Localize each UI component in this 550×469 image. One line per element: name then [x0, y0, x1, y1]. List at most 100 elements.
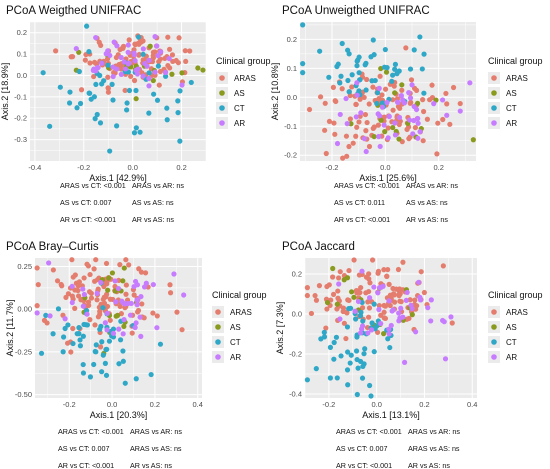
legend-marker-ar: [215, 354, 221, 360]
legend-title: Clinical group: [216, 56, 271, 66]
point-aras: [150, 310, 156, 316]
point-aras: [58, 281, 64, 288]
x-tick-label: 0.2: [433, 163, 443, 172]
point-ct: [370, 37, 376, 43]
point-aras: [72, 287, 78, 293]
point-ct: [396, 68, 402, 74]
point-ct: [317, 48, 323, 54]
point-as: [147, 43, 153, 49]
point-ar: [467, 80, 473, 86]
point-aras: [97, 344, 104, 350]
point-aras: [435, 120, 441, 126]
point-ct: [60, 349, 66, 355]
point-ct: [91, 94, 97, 100]
point-aras: [363, 128, 369, 134]
point-ar: [110, 330, 117, 336]
point-aras: [70, 325, 76, 332]
point-ar: [122, 66, 129, 72]
point-aras: [91, 73, 97, 80]
point-ct: [133, 87, 139, 94]
point-aras: [424, 116, 430, 122]
point-aras: [323, 325, 329, 331]
point-ar: [404, 289, 410, 296]
point-ct: [55, 306, 62, 312]
point-aras: [385, 125, 391, 131]
point-as: [396, 136, 402, 142]
point-ar: [343, 95, 349, 102]
point-ar: [354, 80, 360, 86]
point-aras: [354, 124, 360, 130]
point-ct: [175, 98, 181, 104]
point-ar: [396, 114, 403, 121]
point-ar: [80, 303, 86, 309]
point-aras: [450, 84, 457, 91]
point-ar: [127, 312, 134, 318]
point-aras: [367, 280, 373, 286]
point-ct: [151, 91, 157, 97]
point-ct: [87, 374, 94, 380]
x-axis-label: Axis.1 [20.3%]: [90, 410, 148, 420]
point-ct: [360, 363, 366, 369]
point-ar: [354, 92, 360, 98]
point-aras: [91, 266, 97, 272]
point-aras: [440, 263, 446, 269]
point-ar: [80, 286, 86, 292]
point-aras: [331, 120, 337, 126]
point-ct: [385, 336, 391, 342]
x-tick-label: -0.2: [322, 400, 335, 409]
x-tick-label: -0.2: [326, 163, 339, 172]
point-ar: [417, 129, 423, 135]
point-ct: [362, 346, 368, 352]
point-ar: [94, 290, 100, 296]
point-aras: [65, 291, 72, 297]
point-aras: [365, 299, 371, 305]
point-ar: [337, 316, 343, 322]
stat-text: AR vs AS: ns: [406, 215, 448, 224]
point-ar: [114, 66, 120, 72]
point-aras: [346, 143, 352, 150]
point-aras: [366, 288, 372, 295]
point-ar: [361, 136, 368, 142]
point-ct: [140, 51, 146, 57]
point-ct: [110, 326, 117, 332]
point-ct: [43, 312, 49, 318]
point-aras: [88, 290, 94, 296]
legend-label-as: AS: [506, 323, 517, 332]
point-ar: [406, 117, 413, 123]
point-aras: [326, 118, 333, 125]
point-ar: [378, 320, 384, 327]
legend-marker-as: [491, 324, 497, 330]
x-tick-label: 0.2: [150, 400, 160, 409]
point-aras: [92, 322, 98, 328]
point-ar: [69, 299, 75, 306]
point-aras: [82, 57, 88, 63]
x-axis-label: Axis.1 [42.9%]: [89, 173, 147, 183]
point-aras: [122, 305, 128, 311]
point-ct: [367, 382, 373, 389]
point-ct: [74, 331, 80, 337]
stat-text: AS vs CT: 0.007: [336, 444, 388, 453]
legend-label-as: AS: [230, 323, 241, 332]
x-tick-label: 0.0: [107, 400, 117, 409]
point-ar: [334, 140, 341, 147]
point-aras: [35, 282, 41, 288]
point-ct: [38, 350, 45, 356]
point-ct: [419, 66, 425, 72]
point-ct: [369, 78, 375, 84]
point-ct: [76, 68, 82, 75]
point-aras: [142, 270, 149, 276]
point-ar: [132, 324, 138, 331]
y-axis-label: Axis.2 [18.9%]: [0, 63, 10, 121]
point-ar: [125, 42, 131, 48]
point-ct: [344, 367, 351, 373]
point-aras: [395, 103, 402, 110]
point-aras: [427, 97, 433, 103]
legend-label-ar: AR: [230, 353, 241, 362]
point-ct: [74, 105, 80, 111]
point-ar: [104, 327, 110, 333]
y-tick-label: 0.2: [17, 28, 27, 37]
point-aras: [50, 267, 56, 273]
point-ar: [357, 330, 364, 336]
point-ct: [362, 62, 368, 68]
point-ar: [415, 135, 421, 141]
